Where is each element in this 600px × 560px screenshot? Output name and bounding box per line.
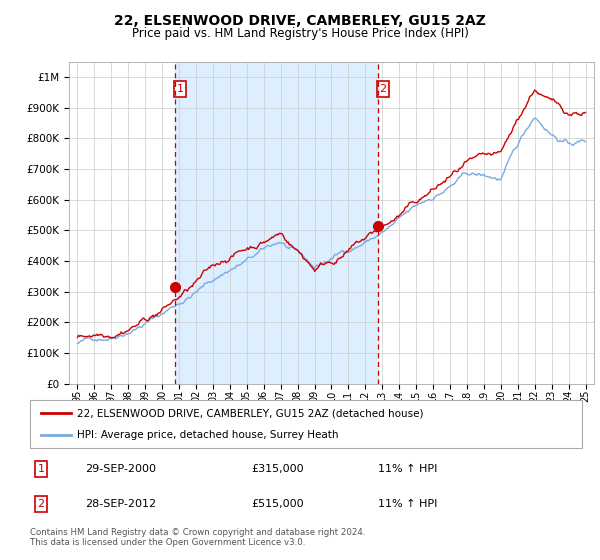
Text: HPI: Average price, detached house, Surrey Heath: HPI: Average price, detached house, Surr… — [77, 430, 338, 440]
Text: Contains HM Land Registry data © Crown copyright and database right 2024.
This d: Contains HM Land Registry data © Crown c… — [30, 528, 365, 547]
Text: 22, ELSENWOOD DRIVE, CAMBERLEY, GU15 2AZ: 22, ELSENWOOD DRIVE, CAMBERLEY, GU15 2AZ — [114, 14, 486, 28]
Text: Price paid vs. HM Land Registry's House Price Index (HPI): Price paid vs. HM Land Registry's House … — [131, 27, 469, 40]
Bar — [175, 62, 378, 384]
Text: 1: 1 — [38, 464, 44, 474]
Text: 11% ↑ HPI: 11% ↑ HPI — [378, 464, 437, 474]
Text: 28-SEP-2012: 28-SEP-2012 — [85, 499, 157, 509]
Text: 29-SEP-2000: 29-SEP-2000 — [85, 464, 156, 474]
Text: 2: 2 — [380, 84, 387, 94]
FancyBboxPatch shape — [30, 400, 582, 448]
Text: £515,000: £515,000 — [251, 499, 304, 509]
Text: 22, ELSENWOOD DRIVE, CAMBERLEY, GU15 2AZ (detached house): 22, ELSENWOOD DRIVE, CAMBERLEY, GU15 2AZ… — [77, 408, 424, 418]
Text: 11% ↑ HPI: 11% ↑ HPI — [378, 499, 437, 509]
Text: 1: 1 — [176, 84, 184, 94]
Text: 2: 2 — [37, 499, 44, 509]
Text: £315,000: £315,000 — [251, 464, 304, 474]
